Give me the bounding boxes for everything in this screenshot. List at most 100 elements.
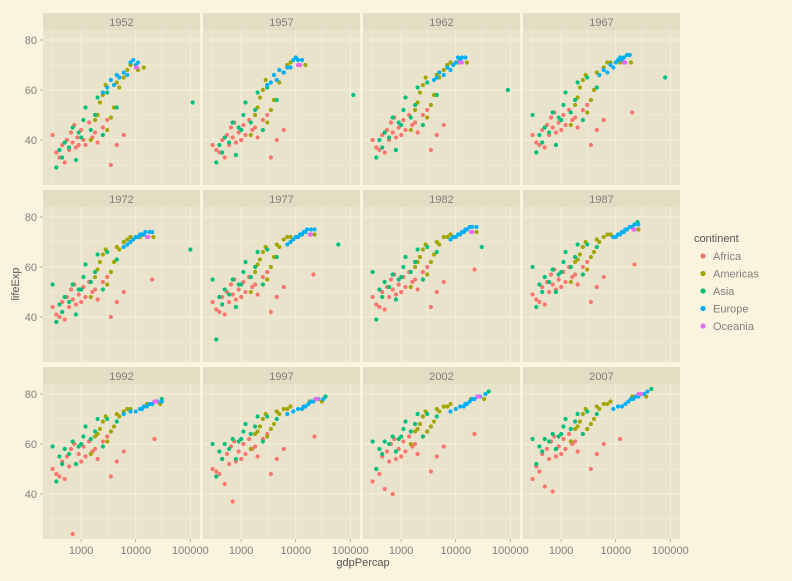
data-point-americas (288, 234, 293, 240)
data-point-americas (100, 252, 105, 257)
data-point-americas (417, 254, 422, 260)
facet-strip (363, 190, 520, 207)
data-point-asia (57, 454, 62, 459)
panel-background (203, 384, 360, 539)
data-point-asia (274, 254, 279, 260)
data-point-asia (563, 416, 568, 422)
data-point-africa (382, 486, 387, 492)
data-point-americas (117, 414, 122, 419)
data-point-africa (425, 107, 430, 113)
data-point-africa (228, 282, 234, 287)
data-point-africa (108, 314, 113, 320)
data-point-americas (303, 62, 308, 68)
data-point-asia (60, 155, 65, 160)
data-point-americas (420, 414, 425, 419)
facet-label: 1952 (109, 17, 133, 29)
data-point-americas (268, 264, 273, 270)
data-point-africa (415, 451, 420, 457)
data-point-americas (128, 234, 133, 240)
data-point-asia (93, 112, 98, 118)
data-point-africa (399, 132, 404, 138)
data-point-europe (308, 227, 314, 232)
data-point-americas (474, 229, 479, 235)
data-point-africa (410, 279, 415, 285)
data-point-americas (253, 269, 258, 275)
data-point-africa (60, 299, 65, 305)
data-point-americas (288, 60, 293, 65)
data-point-asia (573, 97, 578, 103)
legend: continent Africa Americas Asia Europe Oceania (694, 233, 759, 333)
data-point-asia (70, 439, 75, 444)
facet-strip (363, 367, 520, 384)
data-point-europe (632, 222, 637, 227)
data-point-asia (553, 446, 559, 452)
data-point-asia (553, 142, 559, 148)
data-point-asia (568, 264, 573, 270)
data-point-europe (131, 57, 136, 63)
data-point-africa (274, 137, 279, 143)
data-point-europe (434, 75, 439, 80)
data-point-asia (408, 115, 413, 120)
data-point-europe (144, 404, 149, 409)
data-point-americas (445, 404, 450, 409)
data-point-africa (573, 439, 578, 444)
data-point-oceania (315, 396, 320, 402)
data-point-asia (239, 436, 244, 442)
data-point-africa (377, 471, 382, 477)
data-point-americas (413, 264, 418, 270)
data-point-africa (374, 145, 379, 150)
data-point-africa (594, 451, 599, 457)
data-point-europe (121, 70, 126, 75)
data-point-americas (417, 90, 422, 95)
data-point-asia (100, 132, 105, 138)
data-point-americas (588, 97, 594, 103)
data-point-asia (67, 451, 72, 457)
data-point-europe (633, 394, 638, 399)
data-point-africa (570, 274, 575, 280)
data-point-europe (285, 242, 290, 247)
data-point-africa (83, 294, 88, 300)
data-point-asia (95, 252, 100, 257)
data-point-asia (575, 411, 580, 417)
facet-panel-1992: 1992 40 60 80 1000 10000 100000 (25, 367, 209, 557)
data-point-asia (553, 289, 559, 295)
data-point-americas (151, 234, 156, 240)
data-point-africa (387, 294, 392, 300)
data-point-europe (268, 80, 273, 85)
data-point-asia (351, 92, 356, 98)
data-point-europe (464, 401, 469, 407)
data-point-europe (453, 60, 458, 65)
data-point-europe (277, 67, 282, 73)
data-point-asia (550, 431, 555, 437)
data-point-africa (537, 299, 542, 305)
data-point-africa (230, 135, 235, 140)
data-point-africa (401, 117, 406, 123)
data-point-africa (79, 299, 84, 305)
data-point-africa (575, 125, 580, 130)
data-point-asia (220, 302, 225, 307)
legend-key-oceania (700, 323, 706, 329)
data-point-asia (580, 117, 586, 123)
data-point-africa (57, 474, 62, 479)
facet-strip (203, 190, 360, 207)
data-point-europe (312, 227, 317, 232)
data-point-oceania (134, 65, 139, 70)
data-point-europe (464, 227, 469, 232)
data-point-asia (274, 416, 279, 422)
data-point-europe (281, 70, 286, 75)
panel-background (523, 384, 680, 539)
data-point-africa (281, 446, 286, 452)
data-point-africa (210, 466, 215, 472)
data-point-asia (390, 434, 395, 439)
data-point-americas (425, 272, 430, 277)
data-point-africa (580, 264, 586, 270)
data-point-europe (474, 224, 479, 230)
data-point-americas (253, 112, 258, 118)
data-point-africa (233, 297, 238, 302)
data-point-africa (472, 431, 477, 437)
data-point-europe (621, 55, 626, 60)
data-point-asia (54, 319, 59, 325)
data-point-asia (54, 479, 59, 484)
data-point-africa (544, 446, 550, 452)
data-point-asia (573, 419, 578, 424)
